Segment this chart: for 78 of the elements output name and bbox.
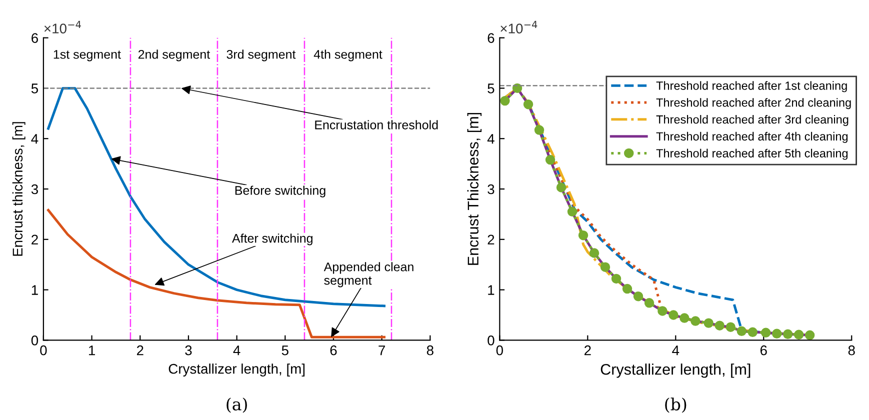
y-tick-label: 4 bbox=[487, 134, 494, 144]
point bbox=[726, 322, 736, 332]
point bbox=[782, 329, 793, 340]
y-tick-label: 2 bbox=[32, 234, 38, 244]
y-tick-label: 0 bbox=[31, 336, 38, 346]
x-tick-label: 6 bbox=[330, 345, 337, 356]
point bbox=[545, 154, 556, 165]
x-tick-label: 5 bbox=[282, 346, 288, 356]
point bbox=[600, 262, 610, 272]
x-tick-label: 0 bbox=[496, 345, 503, 356]
legend-label: Threshold reached after 3rd cleaning bbox=[656, 114, 848, 126]
x-tick-label: 8 bbox=[426, 345, 434, 356]
y-tick-label: 4 bbox=[31, 134, 38, 144]
x-tick-label: 8 bbox=[848, 345, 855, 356]
point bbox=[556, 182, 566, 192]
line-series bbox=[47, 86, 386, 308]
x-tick-label: 4 bbox=[233, 346, 240, 356]
annotation: 3rd segment bbox=[226, 50, 296, 62]
point bbox=[567, 206, 578, 217]
point bbox=[772, 328, 782, 339]
legend-label: Threshold reached after 1st cleaning bbox=[656, 81, 847, 92]
point bbox=[714, 320, 724, 330]
y-tick-label: 2 bbox=[488, 234, 494, 244]
point bbox=[534, 125, 544, 135]
point bbox=[611, 274, 622, 284]
y-tick-label: 3 bbox=[488, 184, 494, 194]
x-tick-label: 6 bbox=[760, 345, 767, 356]
y-tick-label: 1 bbox=[488, 285, 494, 295]
x-axis-title: Crystallizer length, [m] bbox=[168, 364, 305, 377]
y-tick-label: 3 bbox=[31, 184, 38, 194]
point bbox=[748, 327, 758, 337]
x-tick-label: 0 bbox=[40, 345, 47, 356]
annotation: 2nd segment bbox=[138, 50, 210, 62]
line-series bbox=[47, 208, 386, 338]
point bbox=[760, 328, 771, 338]
x-tick-label: 4 bbox=[672, 346, 680, 356]
x-tick-label: 2 bbox=[136, 345, 144, 356]
point bbox=[622, 284, 632, 294]
annotation: 4th segment bbox=[314, 50, 382, 62]
y-axis-title: Encrust thickness, [m] bbox=[12, 122, 26, 256]
text: (b) bbox=[665, 398, 686, 413]
annotation: Before switching bbox=[235, 186, 326, 198]
y-tick-label: 6 bbox=[32, 33, 38, 43]
point bbox=[633, 291, 644, 302]
annotation: After switching bbox=[232, 234, 312, 246]
point bbox=[500, 96, 510, 106]
x-tick-label: 1 bbox=[88, 346, 95, 356]
point bbox=[644, 298, 654, 308]
legend-label: Threshold reached after 5th cleaning bbox=[656, 148, 848, 160]
point bbox=[704, 318, 714, 328]
text: ×10$^{−4}$ bbox=[44, 20, 81, 34]
x-tick-label: 2 bbox=[584, 345, 591, 356]
annotation: 1st segment bbox=[54, 50, 121, 62]
text: ×10$^{−4}$ bbox=[500, 20, 538, 34]
y-axis-title: Encrust Thickness, [m] bbox=[467, 112, 482, 265]
point bbox=[736, 326, 746, 336]
point bbox=[523, 99, 534, 110]
x-tick-label: 7 bbox=[378, 346, 385, 356]
x-axis-title: Crystallizer length, [m] bbox=[600, 364, 750, 378]
point bbox=[658, 306, 668, 316]
point bbox=[804, 330, 815, 340]
y-tick-label: 5 bbox=[31, 84, 38, 94]
legend-label: Threshold reached after 2nd cleaning bbox=[656, 98, 851, 110]
point bbox=[668, 310, 678, 320]
point bbox=[578, 230, 588, 240]
legend-label: Threshold reached after 4th cleaning bbox=[656, 132, 848, 143]
point bbox=[680, 313, 690, 323]
y-tick-label: 5 bbox=[488, 84, 494, 94]
x-tick-label: 3 bbox=[185, 345, 192, 356]
text: (a) bbox=[226, 398, 247, 413]
point bbox=[589, 248, 600, 258]
y-tick-label: 1 bbox=[32, 285, 38, 295]
point bbox=[690, 316, 700, 326]
y-tick-label: 6 bbox=[488, 33, 494, 43]
y-tick-label: 0 bbox=[488, 336, 494, 346]
annotation: Encrustation threshold bbox=[315, 120, 438, 130]
point bbox=[794, 330, 804, 340]
annotation: Appended clean segment bbox=[324, 262, 414, 288]
